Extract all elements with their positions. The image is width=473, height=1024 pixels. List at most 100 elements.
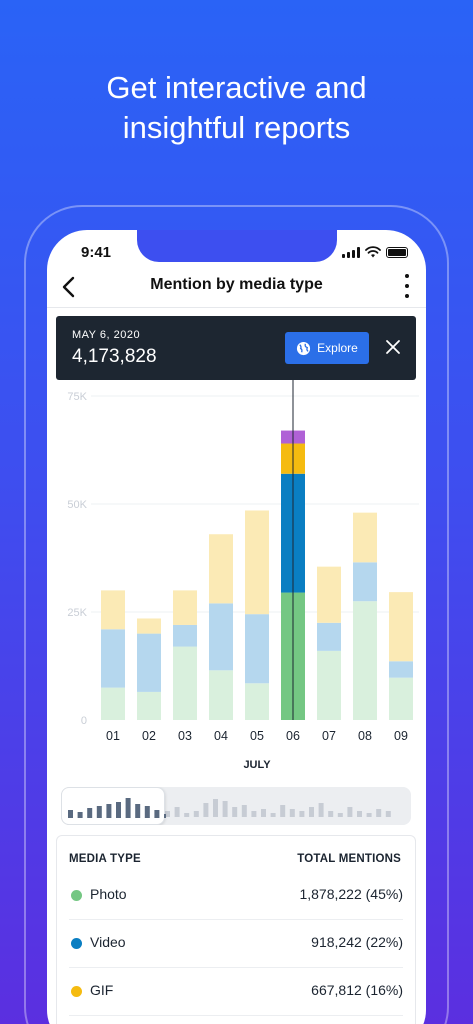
scrubber-bar: [144, 806, 150, 818]
table-row-gif[interactable]: GIF 667,812 (16%): [69, 968, 403, 1016]
bar-segment: [245, 683, 269, 720]
scrubber-bar: [135, 804, 141, 818]
scrubber-bar: [165, 811, 170, 817]
media-type-table: MEDIA TYPE TOTAL MENTIONS Photo 1,878,22…: [56, 835, 416, 1024]
scrubber-bar: [328, 811, 334, 817]
media-type-chart[interactable]: 0 25K 50K 75K 01 02 03 04 05 06 07 08 09 JULY: [47, 380, 426, 780]
bar-segment: [353, 512, 377, 563]
table-row-photo[interactable]: Photo 1,878,222 (45%): [69, 872, 403, 920]
y-tick-label: 25K: [67, 607, 87, 619]
x-tick-label: 06: [286, 729, 300, 743]
legend-dot: [71, 890, 82, 901]
explore-label: Explore: [317, 341, 358, 355]
scrubber-bar: [184, 813, 190, 817]
row-label: Photo: [90, 886, 127, 902]
scrubber-bar: [270, 813, 276, 817]
scrubber-bar: [318, 803, 324, 817]
scrubber-bar: [68, 810, 73, 818]
phone-notch: [137, 230, 337, 262]
x-tick-label: 04: [214, 729, 228, 743]
scrubber-bar: [174, 807, 180, 817]
table-row-video[interactable]: Video 918,242 (22%): [69, 920, 403, 968]
bar-segment: [137, 633, 161, 692]
bar-segment: [209, 603, 233, 671]
tooltip-value: 4,173,828: [72, 346, 157, 367]
scrubber-window-handle[interactable]: [61, 787, 169, 825]
bar-segment: [101, 629, 125, 688]
scrubber-bar: [385, 811, 391, 817]
chart-canvas[interactable]: 0 25K 50K 75K 01 02 03 04 05 06 07 08 09 JULY: [47, 380, 426, 780]
scrubber-bar: [337, 813, 343, 817]
scrubber-bar: [203, 803, 209, 817]
explore-button[interactable]: Explore: [285, 332, 369, 364]
phone-frame: [24, 205, 449, 1024]
bar-segment: [137, 691, 161, 720]
close-icon[interactable]: [384, 338, 402, 356]
battery-icon: [386, 246, 408, 258]
scrubber-bar: [125, 798, 131, 818]
scrubber-bar: [357, 811, 362, 817]
headline-line-2: insightful reports: [122, 110, 351, 145]
scrubber-bar: [299, 811, 305, 817]
back-arrow-icon[interactable]: [57, 274, 81, 300]
bar-segment: [101, 590, 125, 630]
more-options-icon[interactable]: [402, 274, 412, 298]
x-tick-label: 08: [358, 729, 372, 743]
x-tick-label: 02: [142, 729, 156, 743]
range-scrubber[interactable]: [61, 787, 411, 825]
scrubber-window-bars: [68, 798, 169, 818]
cellular-signal-icon: [342, 246, 360, 258]
scrubber-bar: [232, 807, 238, 817]
row-label: GIF: [90, 982, 114, 998]
x-tick-label: 01: [106, 729, 120, 743]
bar-segment: [353, 601, 377, 720]
scrubber-bar: [222, 801, 228, 817]
y-tick-label: 0: [81, 715, 87, 727]
x-tick-label: 09: [394, 729, 408, 743]
bar-segment: [173, 646, 197, 720]
status-time: 9:41: [81, 244, 112, 261]
scrubber-bar: [241, 805, 247, 817]
nav-bar: Mention by media type: [47, 270, 426, 308]
row-value: 667,812 (16%): [311, 982, 403, 998]
scrubber-bar: [251, 811, 257, 817]
legend-dot: [71, 938, 82, 949]
bar-segment: [353, 562, 377, 602]
scrubber-bar: [309, 807, 314, 817]
scrubber-minichart: [165, 799, 391, 817]
row-value: 918,242 (22%): [311, 934, 403, 950]
bar-segment: [317, 566, 341, 623]
wifi-icon: [365, 246, 381, 258]
phone-screen: 9:41 Mention by media type 0 25K 50K 75K 01 0…: [47, 230, 426, 1024]
bar-segment: [209, 670, 233, 720]
row-value: 1,878,222 (45%): [299, 886, 403, 902]
scrubber-bar: [193, 811, 199, 817]
bar-segment: [389, 592, 413, 662]
page-title: Mention by media type: [150, 276, 323, 293]
bar-segment: [173, 624, 197, 647]
scrubber-bar: [154, 810, 160, 818]
scrubber-bar: [376, 809, 382, 817]
scrubber-bar: [347, 807, 353, 817]
bar-segment: [137, 618, 161, 634]
x-axis-label: JULY: [243, 759, 271, 771]
status-icons: [342, 246, 408, 258]
tooltip-date: MAY 6, 2020: [72, 329, 141, 341]
chart-tooltip: MAY 6, 2020 4,173,828 Explore: [56, 316, 416, 380]
bar-segment: [389, 661, 413, 678]
bar-segment: [317, 650, 341, 720]
bar-segment: [173, 590, 197, 625]
y-tick-label: 50K: [67, 499, 87, 511]
globe-icon: [297, 341, 311, 355]
bar-segment: [245, 510, 269, 615]
scrubber-bar: [116, 802, 121, 818]
scrubber-bar: [261, 809, 266, 817]
marketing-headline: Get interactive and insightful reports: [0, 68, 473, 148]
scrubber-bar: [96, 806, 102, 818]
scrubber-bar: [289, 809, 295, 817]
headline-line-1: Get interactive and: [106, 70, 367, 105]
bar-segment: [209, 534, 233, 604]
bar-segment: [245, 614, 269, 684]
bar-segment: [389, 677, 413, 720]
scrubber-bar: [164, 814, 169, 818]
